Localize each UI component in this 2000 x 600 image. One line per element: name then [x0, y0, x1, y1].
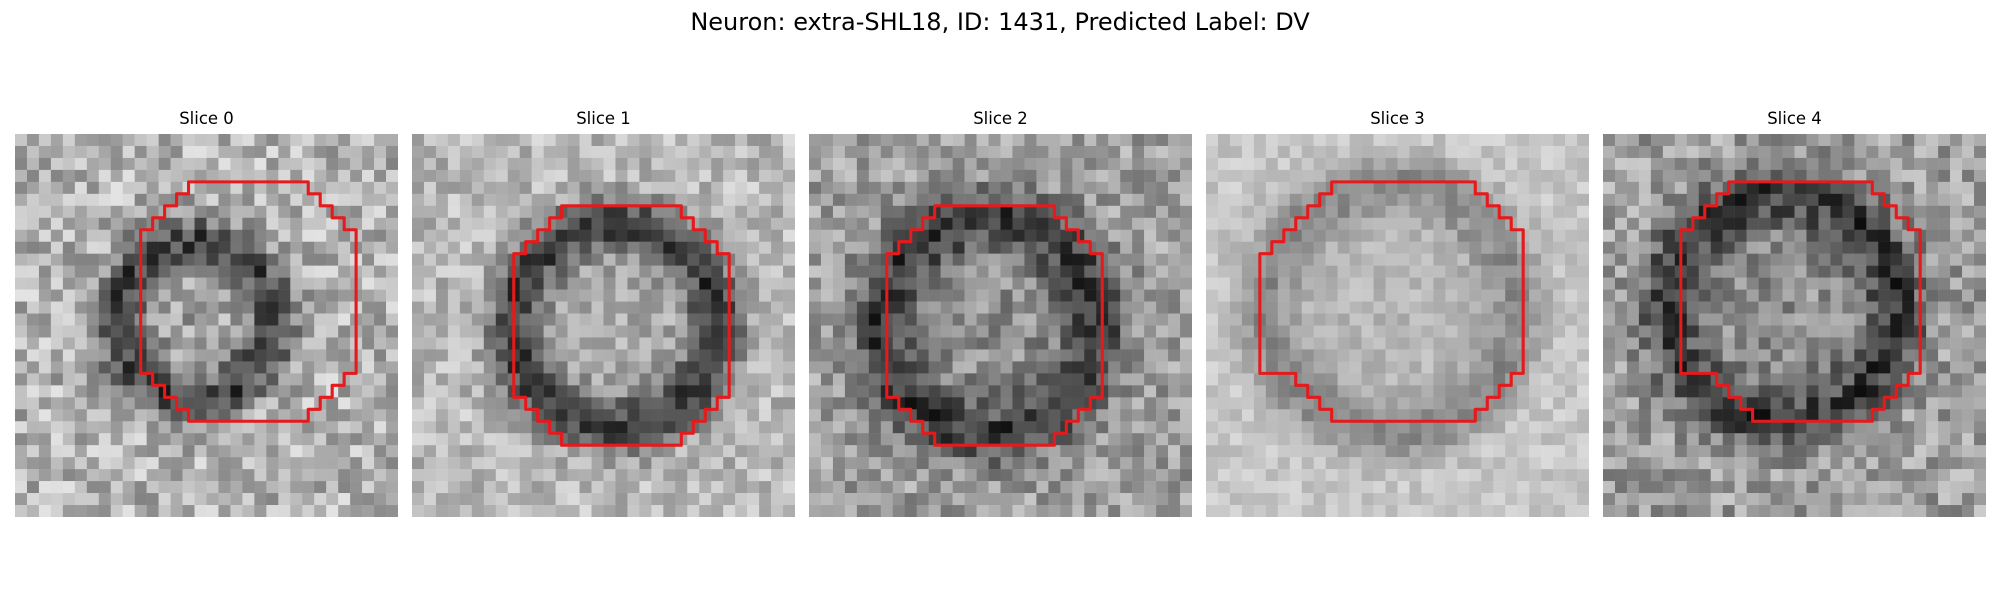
roi-contour-0 [139, 180, 358, 423]
grayscale-pixels-0 [15, 134, 398, 517]
grayscale-pixels-3 [1206, 134, 1589, 517]
roi-contour-4 [1679, 180, 1922, 423]
slice-panel-3: Slice 3 [1206, 108, 1589, 517]
slice-title-2: Slice 2 [973, 109, 1028, 128]
slice-image-1 [412, 134, 795, 517]
slice-image-4 [1603, 134, 1986, 517]
grayscale-pixels-4 [1603, 134, 1986, 517]
slice-panel-0: Slice 0 [15, 108, 398, 517]
slice-title-3: Slice 3 [1370, 109, 1425, 128]
grayscale-pixels-1 [412, 134, 795, 517]
slice-title-0: Slice 0 [179, 109, 234, 128]
roi-contour-2 [885, 204, 1104, 447]
slice-title-4: Slice 4 [1767, 109, 1822, 128]
roi-contour-3 [1258, 180, 1525, 423]
slice-panel-1: Slice 1 [412, 108, 795, 517]
slice-image-3 [1206, 134, 1589, 517]
slice-image-0 [15, 134, 398, 517]
grayscale-pixels-2 [809, 134, 1192, 517]
roi-contour-1 [512, 204, 731, 447]
slice-image-2 [809, 134, 1192, 517]
slice-panel-2: Slice 2 [809, 108, 1192, 517]
slice-panel-4: Slice 4 [1603, 108, 1986, 517]
slice-title-1: Slice 1 [576, 109, 631, 128]
figure-title: Neuron: extra-SHL18, ID: 1431, Predicted… [690, 8, 1310, 36]
